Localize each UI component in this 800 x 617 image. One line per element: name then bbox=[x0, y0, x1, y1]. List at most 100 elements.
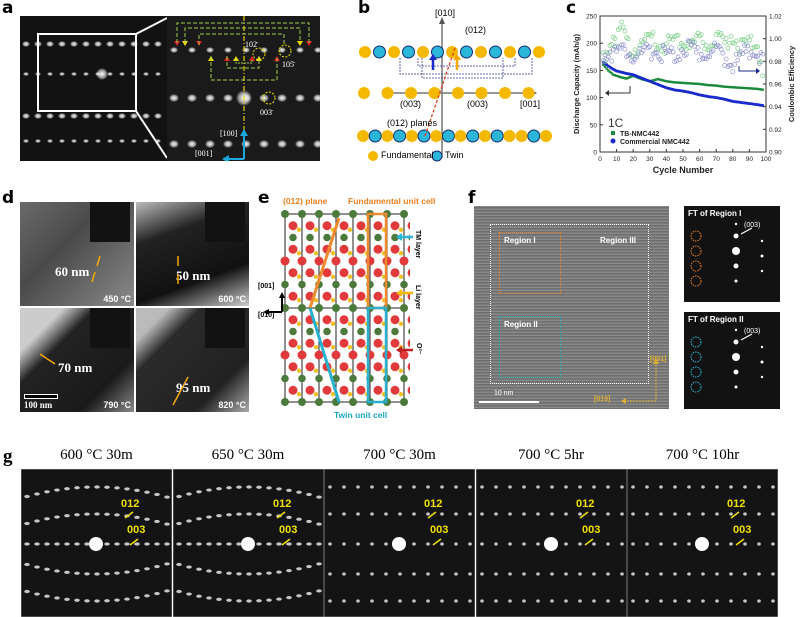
diffraction-spot bbox=[370, 485, 374, 489]
li-atom bbox=[313, 345, 319, 350]
data-point bbox=[758, 87, 761, 91]
tm-atom bbox=[400, 374, 408, 383]
diffraction-spot bbox=[412, 542, 416, 546]
diffraction-spot bbox=[285, 542, 292, 546]
diffraction-spot bbox=[94, 485, 100, 489]
diffraction-spot bbox=[645, 572, 649, 576]
data-point bbox=[603, 65, 607, 68]
data-point bbox=[701, 83, 705, 86]
diffraction-spot bbox=[507, 572, 512, 576]
diffraction-spot bbox=[673, 599, 677, 603]
data-point bbox=[623, 76, 627, 80]
tm-atom bbox=[357, 233, 365, 242]
diffraction-spot bbox=[205, 140, 215, 148]
oxygen-atom bbox=[373, 244, 383, 254]
data-point bbox=[708, 83, 711, 87]
data-point bbox=[746, 87, 749, 90]
crystal-lattice-svg bbox=[280, 210, 417, 406]
tm-atom bbox=[349, 304, 357, 312]
diffraction-spot bbox=[195, 594, 202, 598]
diffraction-spot bbox=[64, 487, 70, 491]
fundamental-atom bbox=[499, 87, 511, 99]
data-point bbox=[705, 47, 711, 53]
diffraction-spot bbox=[23, 139, 29, 143]
diffraction-spot bbox=[44, 490, 50, 494]
data-point bbox=[723, 56, 729, 62]
arrow-003 bbox=[281, 538, 290, 546]
diffraction-spot bbox=[757, 542, 761, 546]
data-point bbox=[644, 32, 649, 37]
plane-012-label: (012) plane bbox=[283, 196, 328, 206]
diffraction-spot bbox=[134, 542, 140, 546]
diffraction-pattern-4: 700 °C 10hr 012 003 bbox=[627, 447, 778, 617]
diffraction-spot bbox=[305, 519, 312, 524]
data-point bbox=[753, 44, 759, 50]
data-point bbox=[761, 88, 764, 91]
diffraction-spot bbox=[104, 542, 110, 546]
oxygen-atom bbox=[390, 221, 400, 231]
twin-atom bbox=[460, 45, 473, 59]
data-point bbox=[670, 80, 673, 84]
pattern-image: 012 003 bbox=[172, 469, 324, 617]
data-point bbox=[698, 32, 704, 37]
diffraction-spot bbox=[195, 542, 202, 546]
diffraction-spot bbox=[563, 572, 568, 576]
central-beam bbox=[543, 537, 558, 551]
diffraction-spot bbox=[743, 542, 747, 546]
data-point bbox=[617, 25, 623, 31]
diffraction-spot bbox=[118, 113, 126, 119]
diffraction-spot bbox=[605, 512, 610, 516]
data-point bbox=[700, 40, 706, 46]
fundamental-atom bbox=[475, 87, 488, 99]
oxygen-atom bbox=[305, 244, 315, 254]
pattern-title: 700 °C 5hr bbox=[518, 447, 584, 463]
data-point bbox=[628, 76, 632, 79]
li-atom bbox=[398, 274, 404, 279]
data-point bbox=[619, 19, 624, 25]
data-point bbox=[757, 61, 762, 66]
diffraction-spot bbox=[154, 591, 160, 596]
diffraction-spot bbox=[34, 565, 40, 569]
li-atom bbox=[347, 368, 353, 373]
size-label: 50 nm bbox=[176, 268, 211, 283]
diffraction-spot bbox=[591, 572, 596, 576]
reflection-003bar-label: (003̄) bbox=[400, 99, 422, 109]
diffraction-spot bbox=[164, 589, 170, 593]
diffraction-spot bbox=[454, 512, 458, 516]
data-point bbox=[661, 79, 665, 82]
diffraction-spot bbox=[215, 542, 222, 546]
diffraction-spot bbox=[701, 599, 705, 603]
data-point bbox=[733, 51, 739, 57]
diffraction-spot bbox=[398, 485, 402, 489]
diffraction-spot bbox=[535, 599, 540, 603]
fundamental-atom bbox=[388, 46, 400, 58]
oxygen-atom bbox=[390, 385, 400, 395]
diffraction-spot bbox=[205, 94, 215, 102]
data-point bbox=[715, 84, 718, 87]
oxygen-atom bbox=[305, 221, 315, 231]
diffraction-spot bbox=[255, 572, 262, 576]
fundamental-atom bbox=[522, 87, 535, 99]
diffraction-spot bbox=[46, 41, 54, 47]
data-point bbox=[673, 81, 676, 84]
tm-atom bbox=[298, 398, 306, 406]
panel-b-schematic: [010] (012) [001] (003̄) (003) (012) pla… bbox=[355, 8, 560, 168]
diffraction-spot bbox=[743, 572, 747, 576]
fundamental-atom bbox=[452, 87, 464, 99]
twin-atom bbox=[518, 45, 531, 59]
x-tick-label: 30 bbox=[646, 156, 654, 163]
diffraction-spots-left bbox=[22, 41, 162, 143]
data-point bbox=[743, 86, 746, 90]
y-tick-label: 250 bbox=[586, 14, 597, 21]
diffraction-spot bbox=[64, 514, 70, 518]
data-point bbox=[688, 82, 691, 85]
size-label: 60 nm bbox=[55, 264, 90, 279]
diffraction-spot bbox=[71, 139, 77, 143]
tm-atom bbox=[400, 210, 408, 218]
fundamental-atom bbox=[357, 130, 369, 142]
diffraction-spot bbox=[412, 485, 416, 489]
panel-c-chart: 0 10 20 30 40 50 60 70 80 90 100 0 50 100 150 200 250 0.9… bbox=[560, 0, 800, 180]
y-tick-label: 50 bbox=[590, 122, 598, 129]
diffraction-spot bbox=[535, 542, 540, 546]
diffraction-spot bbox=[356, 485, 360, 489]
